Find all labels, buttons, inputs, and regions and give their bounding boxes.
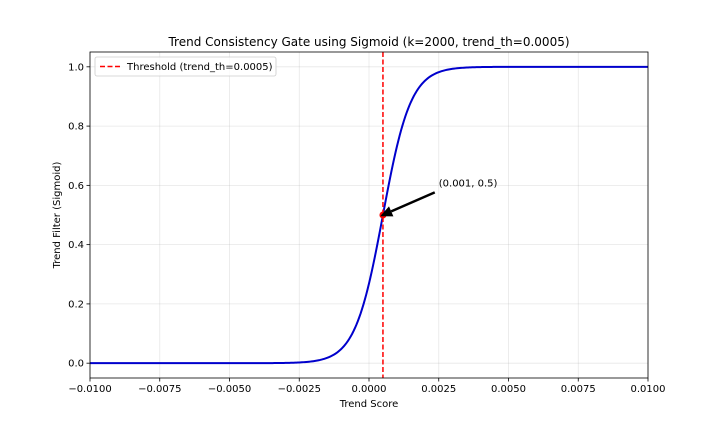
legend: Threshold (trend_th=0.0005) bbox=[94, 56, 277, 77]
annotation-label: (0.001, 0.5) bbox=[439, 178, 498, 189]
annotation-arrow-head bbox=[380, 206, 394, 217]
y-tick-label: 0.8 bbox=[68, 122, 84, 133]
annotation-arrow-shaft bbox=[390, 191, 436, 213]
annotation: (0.001, 0.5) bbox=[380, 178, 498, 217]
x-tick-label: 0.0100 bbox=[631, 384, 666, 395]
x-tick-label: −0.0050 bbox=[208, 384, 251, 395]
plot-area bbox=[90, 52, 648, 378]
y-tick-label: 0.0 bbox=[68, 359, 84, 370]
chart-title: Trend Consistency Gate using Sigmoid (k=… bbox=[167, 35, 569, 49]
y-tick-label: 0.2 bbox=[68, 299, 84, 310]
y-axis-label: Trend Filter (Sigmoid) bbox=[52, 162, 63, 270]
x-tick-label: −0.0100 bbox=[68, 384, 111, 395]
x-tick-label: 0.0000 bbox=[352, 384, 387, 395]
y-tick-label: 0.6 bbox=[68, 181, 84, 192]
x-tick-label: 0.0025 bbox=[421, 384, 456, 395]
x-tick-label: 0.0075 bbox=[561, 384, 596, 395]
x-tick-label: −0.0025 bbox=[278, 384, 321, 395]
legend-threshold-label: Threshold (trend_th=0.0005) bbox=[126, 62, 273, 73]
x-tick-label: 0.0050 bbox=[491, 384, 526, 395]
x-axis-ticks: −0.0100 −0.0075 −0.0050 −0.0025 0.0000 0.0025… bbox=[68, 378, 666, 395]
sigmoid-curve bbox=[90, 65, 648, 365]
y-tick-label: 1.0 bbox=[68, 62, 84, 73]
legend-box bbox=[94, 56, 277, 77]
y-tick-label: 0.4 bbox=[68, 240, 84, 251]
x-axis-label: Trend Score bbox=[339, 399, 399, 410]
x-tick-label: −0.0075 bbox=[138, 384, 181, 395]
y-axis-ticks: 0.0 0.2 0.4 0.6 0.8 1.0 bbox=[68, 62, 90, 370]
